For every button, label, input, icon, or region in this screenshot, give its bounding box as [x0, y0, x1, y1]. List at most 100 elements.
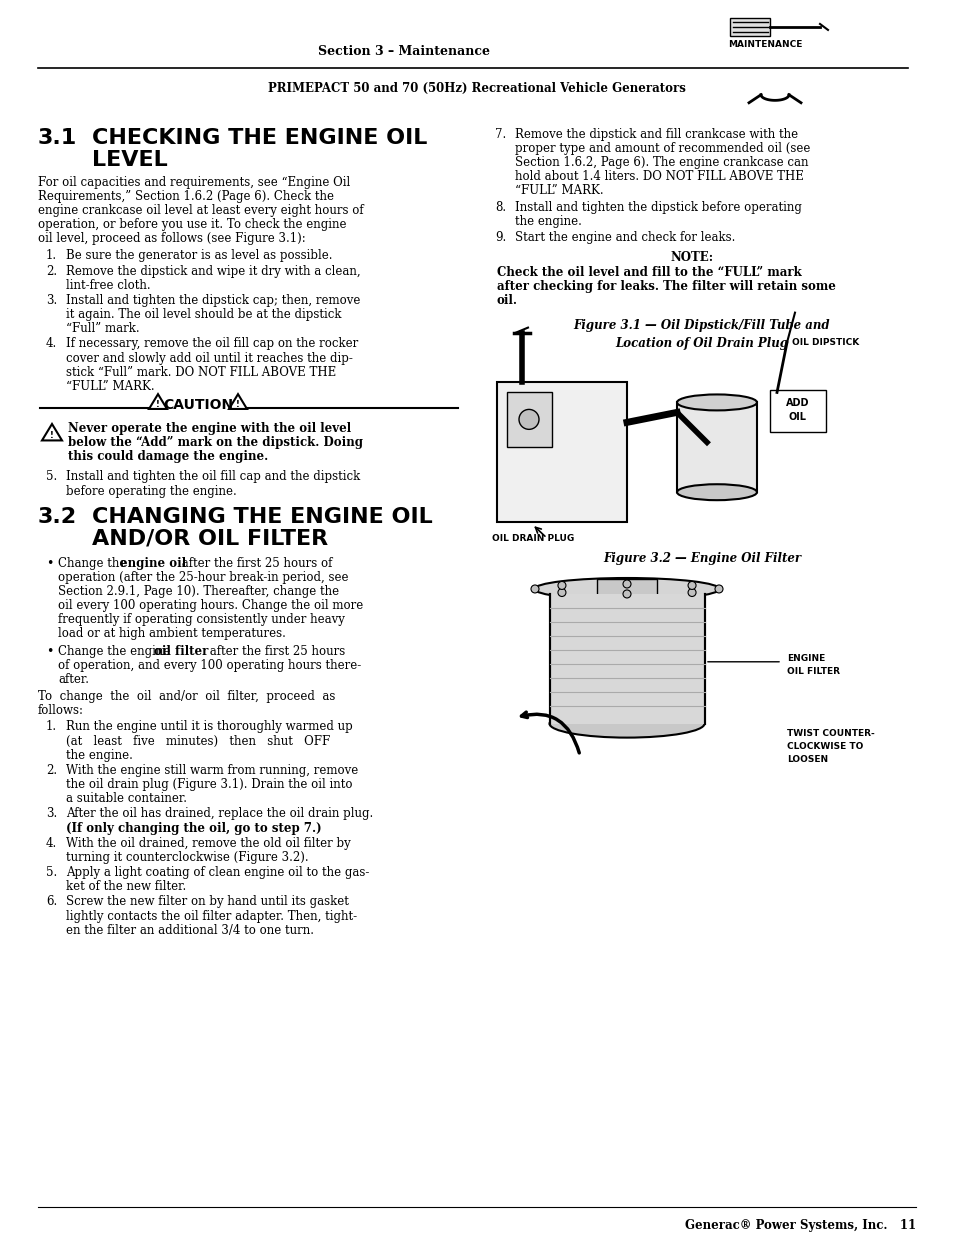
Text: stick “Full” mark. DO NOT FILL ABOVE THE: stick “Full” mark. DO NOT FILL ABOVE THE: [66, 366, 335, 379]
Text: ket of the new filter.: ket of the new filter.: [66, 881, 186, 893]
Text: Install and tighten the dipstick cap; then, remove: Install and tighten the dipstick cap; th…: [66, 294, 360, 306]
Text: a suitable container.: a suitable container.: [66, 793, 187, 805]
Text: operation (after the 25-hour break-in period, see: operation (after the 25-hour break-in pe…: [58, 571, 348, 584]
Text: Install and tighten the dipstick before operating: Install and tighten the dipstick before …: [515, 200, 801, 214]
Text: PRIMEPACT 50 and 70 (50Hz) Recreational Vehicle Generators: PRIMEPACT 50 and 70 (50Hz) Recreational …: [268, 82, 685, 95]
Text: CHANGING THE ENGINE OIL: CHANGING THE ENGINE OIL: [91, 506, 433, 527]
Text: !: !: [235, 400, 240, 410]
Text: Generac® Power Systems, Inc.   11: Generac® Power Systems, Inc. 11: [684, 1219, 915, 1233]
FancyBboxPatch shape: [729, 19, 769, 36]
Text: of operation, and every 100 operating hours there-: of operation, and every 100 operating ho…: [58, 658, 361, 672]
Text: After the oil has drained, replace the oil drain plug.: After the oil has drained, replace the o…: [66, 808, 373, 820]
Text: Remove the dipstick and wipe it dry with a clean,: Remove the dipstick and wipe it dry with…: [66, 264, 360, 278]
Text: engine oil: engine oil: [120, 557, 186, 569]
Text: (If only changing the oil, go to step 7.): (If only changing the oil, go to step 7.…: [66, 821, 321, 835]
Text: Start the engine and check for leaks.: Start the engine and check for leaks.: [515, 231, 735, 243]
Bar: [506, 393, 552, 447]
Text: 1.: 1.: [46, 249, 57, 262]
Text: For oil capacities and requirements, see “Engine Oil: For oil capacities and requirements, see…: [38, 175, 350, 189]
Text: “Full” mark.: “Full” mark.: [66, 322, 139, 335]
Text: TWIST COUNTER-: TWIST COUNTER-: [786, 729, 874, 737]
Text: Figure 3.2 — Engine Oil Filter: Figure 3.2 — Engine Oil Filter: [602, 552, 801, 566]
Text: OIL DRAIN PLUG: OIL DRAIN PLUG: [492, 534, 574, 543]
Text: LEVEL: LEVEL: [91, 149, 168, 169]
Text: Section 2.9.1, Page 10). Thereafter, change the: Section 2.9.1, Page 10). Thereafter, cha…: [58, 585, 338, 598]
Text: oil level, proceed as follows (see Figure 3.1):: oil level, proceed as follows (see Figur…: [38, 232, 305, 246]
Text: 8.: 8.: [495, 200, 506, 214]
Text: proper type and amount of recommended oil (see: proper type and amount of recommended oi…: [515, 142, 809, 154]
Text: 3.2: 3.2: [38, 506, 77, 527]
Text: CHECKING THE ENGINE OIL: CHECKING THE ENGINE OIL: [91, 127, 427, 148]
Text: 4.: 4.: [46, 837, 57, 850]
Text: Requirements,” Section 1.6.2 (Page 6). Check the: Requirements,” Section 1.6.2 (Page 6). C…: [38, 190, 334, 203]
Text: NOTE:: NOTE:: [670, 251, 713, 264]
Text: cover and slowly add oil until it reaches the dip-: cover and slowly add oil until it reache…: [66, 352, 353, 364]
Text: 3.: 3.: [46, 294, 57, 306]
Text: lightly contacts the oil filter adapter. Then, tight-: lightly contacts the oil filter adapter.…: [66, 910, 356, 923]
Text: Screw the new filter on by hand until its gasket: Screw the new filter on by hand until it…: [66, 895, 349, 909]
Text: CAUTION: CAUTION: [163, 398, 233, 412]
Text: ENGINE: ENGINE: [786, 653, 824, 663]
Circle shape: [622, 590, 630, 598]
Text: Apply a light coating of clean engine oil to the gas-: Apply a light coating of clean engine oi…: [66, 866, 369, 879]
Text: hold about 1.4 liters. DO NOT FILL ABOVE THE: hold about 1.4 liters. DO NOT FILL ABOVE…: [515, 170, 803, 183]
Circle shape: [714, 585, 722, 593]
Text: 6.: 6.: [46, 895, 57, 909]
Text: To  change  the  oil  and/or  oil  filter,  proceed  as: To change the oil and/or oil filter, pro…: [38, 690, 335, 703]
Bar: [550, 594, 704, 724]
Text: 4.: 4.: [46, 337, 57, 351]
Text: below the “Add” mark on the dipstick. Doing: below the “Add” mark on the dipstick. Do…: [68, 436, 363, 450]
Text: operation, or before you use it. To check the engine: operation, or before you use it. To chec…: [38, 219, 346, 231]
Text: ADD: ADD: [785, 399, 809, 409]
Bar: [597, 579, 657, 599]
Text: turning it counterclockwise (Figure 3.2).: turning it counterclockwise (Figure 3.2)…: [66, 851, 309, 864]
Text: Run the engine until it is thoroughly warmed up: Run the engine until it is thoroughly wa…: [66, 720, 353, 734]
Text: Section 3 – Maintenance: Section 3 – Maintenance: [317, 44, 490, 58]
Text: OIL DIPSTICK: OIL DIPSTICK: [791, 337, 859, 347]
Text: oil filter: oil filter: [153, 645, 208, 657]
Text: AND/OR OIL FILTER: AND/OR OIL FILTER: [91, 529, 328, 548]
Text: !: !: [50, 431, 54, 441]
Text: 5.: 5.: [46, 866, 57, 879]
Text: frequently if operating consistently under heavy: frequently if operating consistently und…: [58, 614, 345, 626]
Text: follows:: follows:: [38, 704, 84, 718]
Circle shape: [558, 589, 565, 597]
Text: 5.: 5.: [46, 471, 57, 483]
Text: after.: after.: [58, 673, 89, 685]
Text: OIL: OIL: [788, 412, 806, 422]
Text: Be sure the generator is as level as possible.: Be sure the generator is as level as pos…: [66, 249, 333, 262]
Text: the engine.: the engine.: [515, 215, 581, 227]
Text: 9.: 9.: [495, 231, 506, 243]
Circle shape: [518, 410, 538, 430]
Text: MAINTENANCE: MAINTENANCE: [727, 40, 801, 49]
Circle shape: [687, 589, 696, 597]
Text: after checking for leaks. The filter will retain some: after checking for leaks. The filter wil…: [497, 280, 835, 294]
Text: en the filter an additional 3/4 to one turn.: en the filter an additional 3/4 to one t…: [66, 924, 314, 937]
Text: Figure 3.1 — Oil Dipstick/Fill Tube and
Location of Oil Drain Plug: Figure 3.1 — Oil Dipstick/Fill Tube and …: [573, 319, 829, 350]
Circle shape: [687, 582, 696, 589]
Text: Change the engine: Change the engine: [58, 645, 174, 657]
Text: the engine.: the engine.: [66, 748, 132, 762]
Text: With the oil drained, remove the old oil filter by: With the oil drained, remove the old oil…: [66, 837, 351, 850]
Ellipse shape: [549, 710, 703, 737]
Text: 2.: 2.: [46, 264, 57, 278]
Text: load or at high ambient temperatures.: load or at high ambient temperatures.: [58, 627, 286, 641]
Text: 7.: 7.: [495, 127, 506, 141]
Ellipse shape: [677, 394, 757, 410]
Text: it again. The oil level should be at the dipstick: it again. The oil level should be at the…: [66, 308, 341, 321]
Text: the oil drain plug (Figure 3.1). Drain the oil into: the oil drain plug (Figure 3.1). Drain t…: [66, 778, 352, 792]
Text: oil every 100 operating hours. Change the oil more: oil every 100 operating hours. Change th…: [58, 599, 363, 613]
Text: OIL FILTER: OIL FILTER: [786, 667, 840, 676]
Text: oil.: oil.: [497, 294, 517, 308]
Text: 3.1: 3.1: [38, 127, 77, 148]
Circle shape: [558, 582, 565, 589]
Bar: [497, 383, 626, 522]
Text: Change the: Change the: [58, 557, 130, 569]
Text: before operating the engine.: before operating the engine.: [66, 484, 236, 498]
Text: CLOCKWISE TO: CLOCKWISE TO: [786, 741, 862, 751]
Circle shape: [531, 585, 538, 593]
Text: With the engine still warm from running, remove: With the engine still warm from running,…: [66, 764, 358, 777]
Text: Section 1.6.2, Page 6). The engine crankcase can: Section 1.6.2, Page 6). The engine crank…: [515, 156, 807, 169]
Text: engine crankcase oil level at least every eight hours of: engine crankcase oil level at least ever…: [38, 204, 363, 217]
Text: after the first 25 hours: after the first 25 hours: [206, 645, 345, 657]
